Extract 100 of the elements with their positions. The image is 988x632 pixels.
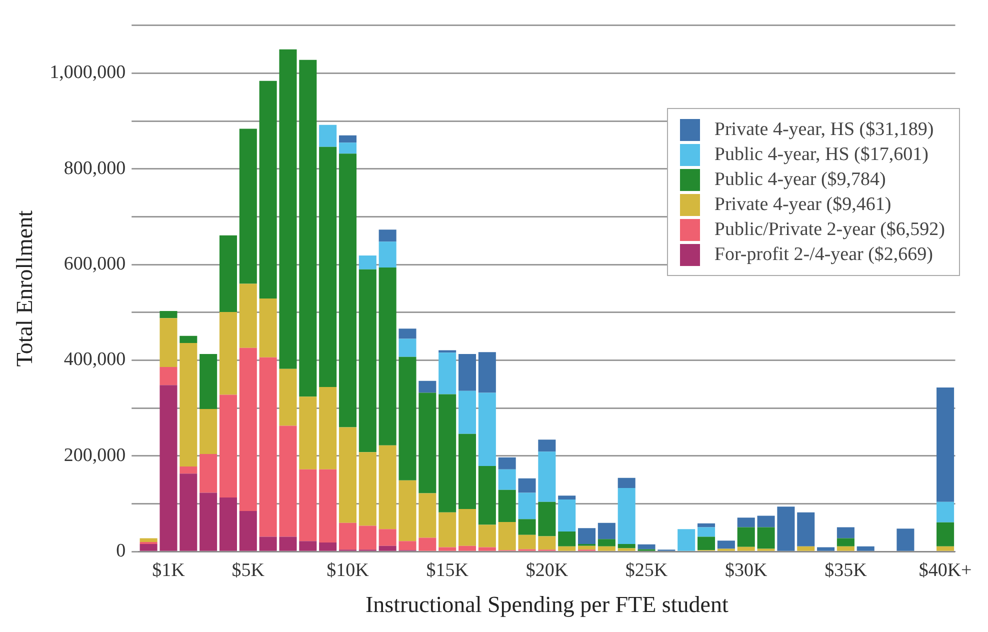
- bar: [797, 512, 815, 546]
- bar: [378, 230, 396, 242]
- bar: [259, 536, 277, 551]
- bar: [538, 452, 556, 502]
- bar: [338, 135, 357, 143]
- bar: [618, 478, 636, 488]
- bar: [757, 516, 775, 528]
- bar: [478, 352, 496, 393]
- bar: [498, 469, 516, 490]
- bar: [279, 49, 297, 369]
- bar: [299, 541, 317, 551]
- bar: [200, 454, 218, 493]
- bar: [338, 154, 357, 428]
- bar: [200, 409, 218, 454]
- bar: [438, 547, 456, 551]
- bar: [398, 338, 416, 357]
- bar: [498, 522, 516, 550]
- y-tick-label: 1,000,000: [50, 62, 126, 84]
- bar: [936, 388, 954, 502]
- bar: [638, 544, 656, 550]
- bar: [378, 546, 396, 551]
- bar: [299, 396, 317, 470]
- bar: [558, 499, 576, 532]
- bar: [160, 366, 178, 386]
- bar: [518, 478, 536, 493]
- bar: [558, 496, 576, 500]
- bar: [338, 427, 357, 523]
- bar: [578, 546, 596, 550]
- bar: [598, 546, 616, 551]
- bar: [180, 343, 198, 466]
- bar: [180, 336, 198, 344]
- x-tick-label: $25K: [625, 560, 668, 581]
- bar: [319, 387, 337, 470]
- bar: [319, 469, 337, 543]
- bar: [618, 544, 636, 548]
- bar: [358, 452, 376, 526]
- x-tick-label: $40K+: [918, 560, 972, 581]
- bar: [140, 544, 158, 551]
- y-axis-title: Total Enrollment: [12, 210, 37, 367]
- bar: [299, 60, 317, 397]
- y-tick-label: 0: [116, 540, 126, 562]
- bar: [438, 394, 456, 512]
- bar: [797, 546, 815, 551]
- bar: [478, 547, 496, 551]
- bar: [936, 522, 954, 546]
- x-tick-label: $10K: [326, 560, 370, 581]
- bar: [180, 466, 198, 474]
- bar: [239, 284, 257, 348]
- bar: [936, 546, 954, 551]
- bar: [896, 528, 914, 551]
- bar: [518, 534, 536, 550]
- x-axis-title: Instructional Spending per FTE student: [366, 592, 729, 618]
- bar: [438, 352, 456, 394]
- bar: [458, 509, 476, 546]
- bar: [737, 546, 755, 551]
- bar: [458, 354, 476, 391]
- bar: [219, 394, 237, 498]
- bar: [478, 466, 496, 525]
- x-tick-label: $20K: [526, 560, 568, 581]
- bar: [418, 538, 436, 551]
- y-tick-label: 200,000: [64, 444, 126, 466]
- bar: [219, 498, 237, 551]
- y-tick-label: 600,000: [64, 254, 126, 275]
- bar: [279, 536, 297, 551]
- bar: [239, 510, 257, 551]
- x-tick-label: $35K: [824, 560, 868, 581]
- bar: [358, 526, 376, 550]
- bar: [319, 124, 337, 147]
- bar: [299, 469, 317, 542]
- y-tick-label: 800,000: [64, 158, 126, 179]
- bar: [678, 529, 696, 551]
- bar: [817, 547, 835, 551]
- x-tick-label: $1K: [152, 560, 186, 581]
- bar: [518, 519, 536, 535]
- bar: [698, 523, 716, 528]
- bar: [438, 512, 456, 548]
- bar: [279, 426, 297, 537]
- bar: [378, 242, 396, 268]
- bar: [458, 390, 476, 434]
- bar: [160, 310, 178, 318]
- bar: [856, 546, 874, 551]
- bar: [598, 522, 616, 540]
- legend-label: For-profit 2-/4-year ($2,669): [714, 243, 933, 267]
- bar: [239, 348, 257, 511]
- bar: [319, 542, 337, 551]
- bar: [418, 380, 436, 393]
- x-tick-label: $15K: [426, 560, 469, 581]
- bar: [180, 474, 198, 551]
- legend-label: Public 4-year, HS ($17,601): [714, 143, 928, 167]
- bar: [398, 328, 416, 339]
- bar: [478, 524, 496, 548]
- bar: [518, 492, 536, 520]
- bar: [279, 368, 297, 426]
- bar: [498, 490, 516, 522]
- bar: [698, 536, 716, 550]
- bar: [478, 392, 496, 466]
- bar: [498, 457, 516, 470]
- legend-label: Public 4-year ($9,784): [714, 168, 886, 192]
- legend-label: Public/Private 2-year ($6,592): [714, 218, 945, 242]
- bar: [737, 518, 755, 528]
